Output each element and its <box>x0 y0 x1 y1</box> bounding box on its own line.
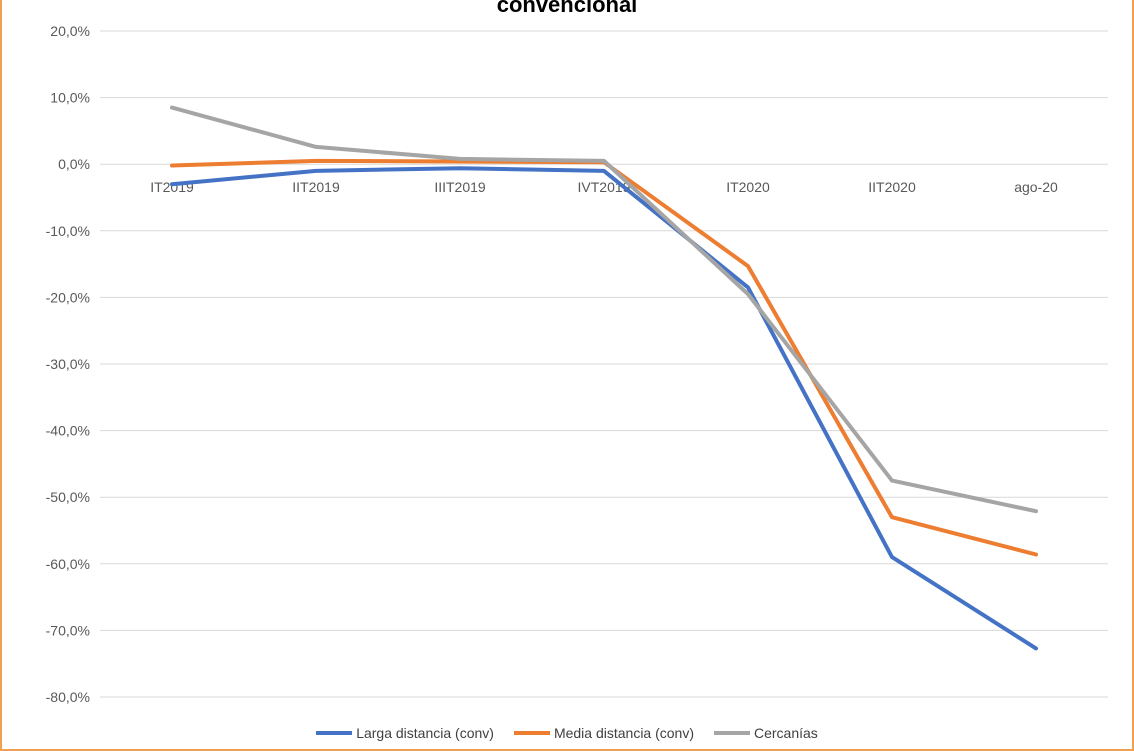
y-tick-label: -40,0% <box>46 423 90 439</box>
legend-label: Larga distancia (conv) <box>356 725 494 741</box>
series-line <box>170 158 1038 557</box>
y-tick-label: -10,0% <box>46 223 90 239</box>
legend-label: Cercanías <box>754 725 818 741</box>
x-tick-label: IIIT2019 <box>434 179 486 195</box>
y-tick-label: -20,0% <box>46 289 90 305</box>
y-tick-label: -60,0% <box>46 556 90 572</box>
y-tick-label: -70,0% <box>46 622 90 638</box>
x-tick-label: IIT2020 <box>868 179 916 195</box>
y-tick-label: -50,0% <box>46 489 90 505</box>
series-line <box>170 166 1038 651</box>
y-tick-label: -30,0% <box>46 356 90 372</box>
y-tick-label: 0,0% <box>58 156 90 172</box>
legend-item: Media distancia (conv) <box>513 725 694 741</box>
y-tick-label: -80,0% <box>46 689 90 705</box>
legend-label: Media distancia (conv) <box>553 725 694 741</box>
x-tick-label: ago-20 <box>1014 179 1058 195</box>
chart-title: convencional <box>496 0 638 17</box>
legend-swatch <box>513 731 550 735</box>
y-tick-label: 20,0% <box>50 23 90 39</box>
chart-legend: Larga distancia (conv) Media distancia (c… <box>0 722 1134 741</box>
legend-item: Larga distancia (conv) <box>316 725 494 741</box>
x-tick-label: IIT2019 <box>292 179 340 195</box>
legend-swatch <box>714 731 750 735</box>
y-tick-label: 10,0% <box>50 90 90 106</box>
series-line <box>170 105 1038 514</box>
x-tick-label: IT2020 <box>726 179 770 195</box>
legend-item: Cercanías <box>714 725 818 741</box>
legend-swatch <box>316 731 353 735</box>
